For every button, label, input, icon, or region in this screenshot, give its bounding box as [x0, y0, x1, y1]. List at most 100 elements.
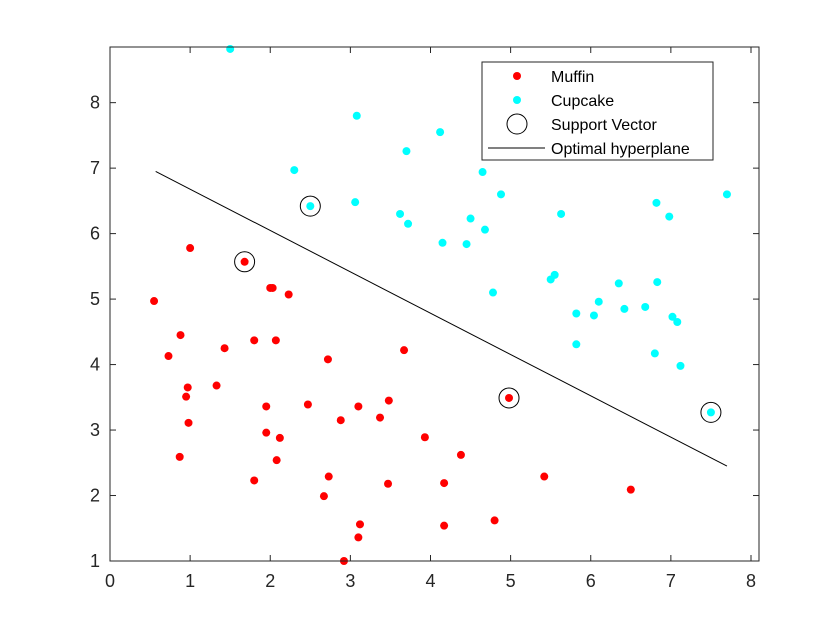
cupcake-point [653, 278, 662, 287]
x-tick-label: 6 [586, 571, 596, 591]
muffin-point [262, 402, 271, 411]
cupcake-point [402, 147, 411, 156]
legend-cupcake-label: Cupcake [551, 93, 614, 110]
muffin-point [505, 393, 514, 402]
muffin-point [440, 521, 449, 530]
cupcake-point [641, 302, 650, 311]
muffin-point [176, 331, 185, 340]
cupcake-point [673, 318, 682, 327]
cupcake-point [462, 240, 471, 249]
legend-support-vector-label: Support Vector [551, 117, 658, 134]
muffin-point [220, 344, 229, 353]
muffin-point [376, 413, 385, 422]
y-tick-label: 5 [90, 289, 100, 309]
muffin-point [262, 428, 271, 437]
cupcake-point [436, 128, 445, 137]
x-tick-label: 0 [105, 571, 115, 591]
muffin-point [184, 418, 193, 427]
legend-muffin-label: Muffin [551, 69, 594, 86]
muffin-point [420, 433, 429, 442]
muffin-point [240, 257, 249, 266]
muffin-point [490, 516, 499, 525]
muffin-point [150, 297, 159, 306]
optimal-hyperplane-line [155, 170, 728, 467]
muffin-point [275, 433, 284, 442]
cupcake-point [290, 166, 299, 175]
muffin-point [323, 355, 332, 364]
muffin-point [272, 456, 281, 465]
muffin-point [355, 520, 364, 529]
muffin-point [175, 452, 184, 461]
y-tick-label: 8 [90, 93, 100, 113]
muffin-point [384, 396, 393, 405]
cupcake-point [466, 214, 475, 223]
muffin-point [303, 400, 312, 409]
cupcake-point [488, 288, 497, 297]
cupcake-point [306, 202, 315, 211]
cupcake-point [594, 297, 603, 306]
cupcake-point [352, 111, 361, 120]
cupcake-point [572, 309, 581, 318]
legend: Muffin Cupcake Support Vector Optimal hy… [481, 61, 714, 161]
x-tick-label: 4 [425, 571, 435, 591]
muffin-point [626, 485, 635, 494]
legend-hyperplane-label: Optimal hyperplane [551, 141, 690, 158]
y-tick-label: 1 [90, 551, 100, 571]
muffin-point [319, 492, 328, 501]
x-tick-label: 1 [185, 571, 195, 591]
cupcake-point [620, 304, 629, 313]
cupcake-point [589, 311, 598, 320]
cupcake-point [351, 198, 360, 207]
cupcake-point [676, 361, 685, 370]
legend-support-vector-marker [506, 113, 528, 135]
cupcake-point [665, 212, 674, 221]
cupcake-point [396, 209, 405, 218]
cupcake-point [480, 225, 489, 234]
cupcake-point [722, 190, 731, 199]
x-tick-label: 7 [666, 571, 676, 591]
muffin-point [354, 402, 363, 411]
muffin-point [440, 479, 449, 488]
axes-box [109, 46, 760, 562]
x-tick-label: 2 [265, 571, 275, 591]
cupcake-point [706, 408, 715, 417]
muffin-point [250, 476, 259, 485]
support-vector-circle [498, 387, 520, 409]
muffin-point [164, 352, 173, 361]
cupcake-point [668, 312, 677, 321]
y-tick-label: 6 [90, 224, 100, 244]
legend-box [481, 61, 714, 161]
muffin-point [182, 392, 191, 401]
muffin-point [336, 416, 345, 425]
cupcake-point [572, 340, 581, 349]
muffin-point [271, 336, 280, 345]
support-vector-circle [700, 401, 722, 423]
muffin-point [324, 472, 333, 481]
y-tick-label: 7 [90, 158, 100, 178]
cupcake-point [557, 209, 566, 218]
muffin-point [183, 383, 192, 392]
x-tick-label: 3 [345, 571, 355, 591]
muffin-point [250, 336, 259, 345]
support-vector-circle [234, 251, 256, 273]
legend-muffin-marker [513, 72, 521, 80]
legend-cupcake-marker [513, 96, 521, 104]
cupcake-point [497, 190, 506, 199]
cupcake-point [650, 349, 659, 358]
muffin-point [540, 472, 549, 481]
cupcake-point [614, 279, 623, 288]
muffin-point [186, 244, 195, 253]
cupcake-point [546, 275, 555, 284]
muffin-point [400, 346, 409, 355]
x-tick-label: 5 [506, 571, 516, 591]
y-tick-label: 2 [90, 486, 100, 506]
muffin-point [284, 290, 293, 299]
cupcake-point [404, 219, 413, 228]
muffin-point [268, 283, 277, 292]
cupcake-point [652, 198, 661, 207]
support-vector-circle [299, 195, 321, 217]
cupcake-point [438, 238, 447, 247]
muffin-point [456, 450, 465, 459]
x-tick-label: 8 [746, 571, 756, 591]
